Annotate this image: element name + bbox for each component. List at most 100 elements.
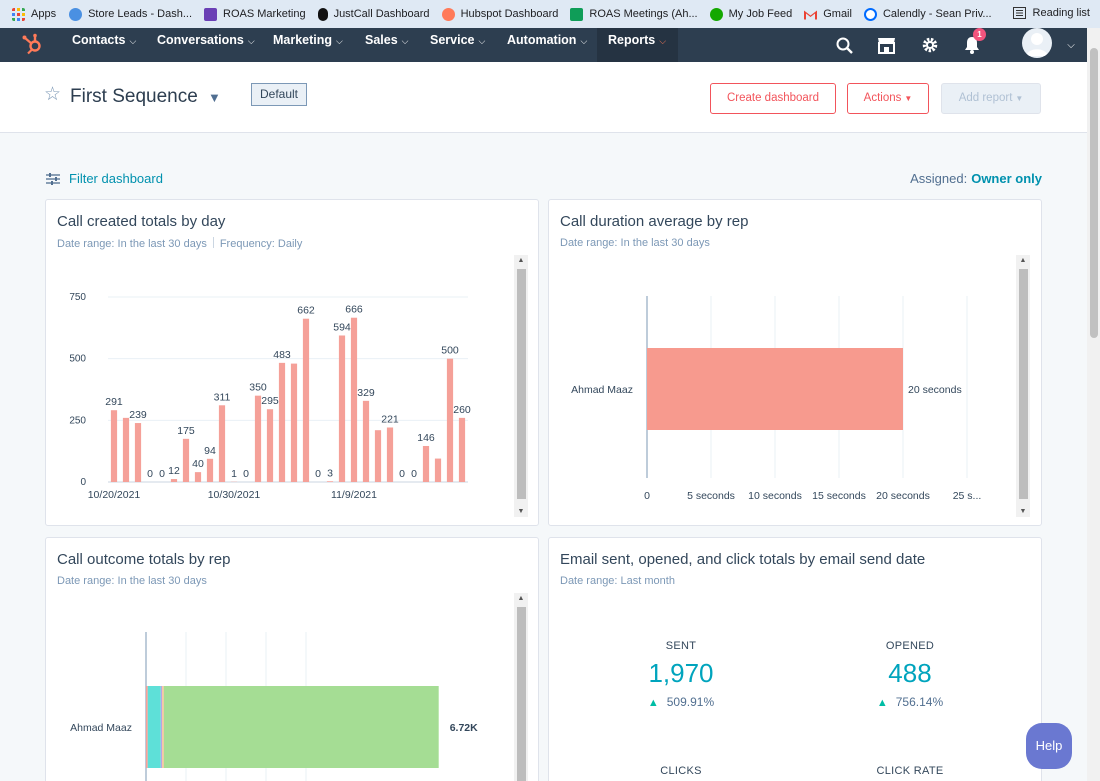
card-title[interactable]: Call duration average by rep [560, 213, 749, 230]
scrollbar-thumb[interactable] [517, 269, 526, 499]
card-subtitle: Date range: In the last 30 days Frequency… [57, 237, 302, 250]
stat-change-value: 756.14% [895, 695, 944, 709]
filter-sliders-icon [46, 172, 60, 185]
bar [362, 400, 370, 482]
reading-list-label: Reading list [1032, 7, 1090, 19]
stat-label: OPENED [885, 640, 935, 652]
chevron-down-icon: ⌵ [401, 36, 409, 46]
gmail-icon [804, 10, 818, 19]
marketplace-button[interactable] [876, 28, 896, 62]
scroll-up-icon[interactable]: ▲ [517, 595, 525, 602]
data-label: 291 [105, 396, 123, 408]
card-subtitle: Date range: Last month [560, 575, 675, 587]
bar-segment [160, 686, 163, 768]
stat-change: ▲ 509.91% [581, 695, 781, 709]
reading-list-icon [1012, 7, 1026, 19]
stat-change: ▲ 756.14% [810, 695, 1010, 709]
card-title[interactable]: Call outcome totals by rep [57, 551, 231, 568]
bar [266, 409, 274, 482]
page-title[interactable]: First Sequence [70, 86, 198, 107]
data-label: 0 [243, 468, 249, 480]
report-card-email-totals: Email sent, opened, and click totals by … [548, 537, 1042, 781]
bookmark-hubspot-dashboard[interactable]: Hubspot Dashboard [441, 7, 558, 21]
upwork-icon [709, 7, 723, 21]
gear-icon [922, 37, 938, 53]
nav-conversations[interactable]: Conversations ⌵ [157, 28, 255, 62]
scrollbar-thumb[interactable] [517, 607, 526, 781]
bar-segment [163, 686, 439, 768]
bookmark-roas-marketing[interactable]: ROAS Marketing [204, 7, 306, 21]
bookmark-label: ROAS Marketing [223, 8, 306, 20]
filter-dashboard-button[interactable]: Filter dashboard [46, 171, 163, 186]
bar [206, 458, 214, 482]
card-subtitle: Date range: In the last 30 days [560, 237, 710, 249]
card-title[interactable]: Email sent, opened, and click totals by … [560, 551, 926, 568]
card-title[interactable]: Call created totals by day [57, 213, 226, 230]
x-tick-label: 10/30/2021 [208, 489, 261, 501]
bar [422, 445, 430, 482]
bookmark-justcall[interactable]: JustCall Dashboard [317, 7, 430, 21]
nav-service[interactable]: Service ⌵ [430, 28, 485, 62]
bookmark-apps[interactable]: Apps [12, 7, 56, 21]
call-outcome-chart: Ahmad Maaz 6.72K [70, 632, 478, 781]
hubspot-logo-icon[interactable] [20, 32, 44, 56]
data-label: 0 [159, 468, 165, 480]
bar [194, 472, 202, 482]
page-scrollbar-thumb[interactable] [1090, 48, 1098, 338]
x-tick-label: 15 seconds [812, 490, 866, 502]
settings-button[interactable] [920, 28, 940, 62]
scrollbar-thumb[interactable] [1019, 269, 1028, 499]
card-scrollbar[interactable]: ▲ [514, 593, 528, 781]
nav-reports[interactable]: Reports ⌵ [597, 28, 679, 62]
bookmark-calendly[interactable]: Calendly - Sean Priv... [863, 7, 992, 21]
notifications-button[interactable]: 1 [962, 28, 986, 62]
scroll-up-icon[interactable]: ▲ [1019, 257, 1027, 264]
stat-value: 488 [888, 658, 932, 688]
stat-label: SENT [665, 640, 697, 652]
card-scrollbar[interactable]: ▲ ▼ [514, 255, 528, 517]
bookmark-store-leads[interactable]: Store Leads - Dash... [69, 7, 192, 21]
assigned-value[interactable]: Owner only [971, 171, 1042, 186]
chevron-down-icon: ⌵ [1067, 39, 1075, 51]
scroll-down-icon[interactable]: ▼ [1019, 508, 1027, 515]
caret-down-icon: ▼ [904, 94, 913, 103]
bookmark-gmail[interactable]: Gmail [804, 8, 852, 21]
stat-value: 1,970 [648, 658, 714, 688]
notification-count-badge: 1 [973, 28, 986, 41]
chevron-down-icon: ⌵ [336, 36, 343, 46]
avatar[interactable] [1022, 28, 1052, 58]
bar [218, 405, 226, 482]
help-button[interactable]: Help [1026, 723, 1072, 769]
scroll-up-icon[interactable]: ▲ [517, 257, 525, 264]
actions-button[interactable]: Actions ▼ [847, 83, 929, 114]
card-scrollbar[interactable]: ▲ ▼ [1016, 255, 1030, 517]
data-label: 239 [129, 409, 147, 421]
page-scrollbar[interactable] [1087, 28, 1100, 781]
star-icon[interactable]: ☆ [44, 84, 62, 105]
nav-sales[interactable]: Sales ⌵ [365, 28, 409, 62]
data-label: 1 [231, 468, 237, 480]
nav-automation[interactable]: Automation ⌵ [507, 28, 587, 62]
chevron-down-icon: ⌵ [129, 36, 137, 46]
caret-down-icon[interactable]: ▼ [208, 90, 221, 105]
add-report-button[interactable]: Add report ▼ [941, 83, 1041, 114]
reading-list[interactable]: Reading list [1012, 7, 1090, 19]
create-dashboard-button[interactable]: Create dashboard [710, 83, 836, 114]
actions-label: Actions [863, 92, 902, 104]
nav-label: Conversations [157, 33, 244, 47]
data-label: 311 [214, 391, 231, 403]
data-label: 350 [249, 382, 267, 394]
nav-marketing[interactable]: Marketing ⌵ [273, 28, 343, 62]
calendly-icon [863, 7, 877, 21]
search-button[interactable] [834, 28, 854, 62]
tiktok-icon [317, 7, 328, 21]
scroll-down-icon[interactable]: ▼ [517, 508, 525, 515]
sheets-icon [570, 7, 584, 21]
chevron-down-icon: ⌵ [659, 36, 667, 46]
bar [350, 317, 358, 482]
bar [122, 417, 130, 482]
nav-contacts[interactable]: Contacts ⌵ [72, 28, 136, 62]
bookmark-roas-meetings[interactable]: ROAS Meetings (Ah... [570, 7, 698, 21]
account-menu-toggle[interactable]: ⌵ [1063, 28, 1079, 62]
bookmark-my-job-feed[interactable]: My Job Feed [709, 7, 792, 21]
